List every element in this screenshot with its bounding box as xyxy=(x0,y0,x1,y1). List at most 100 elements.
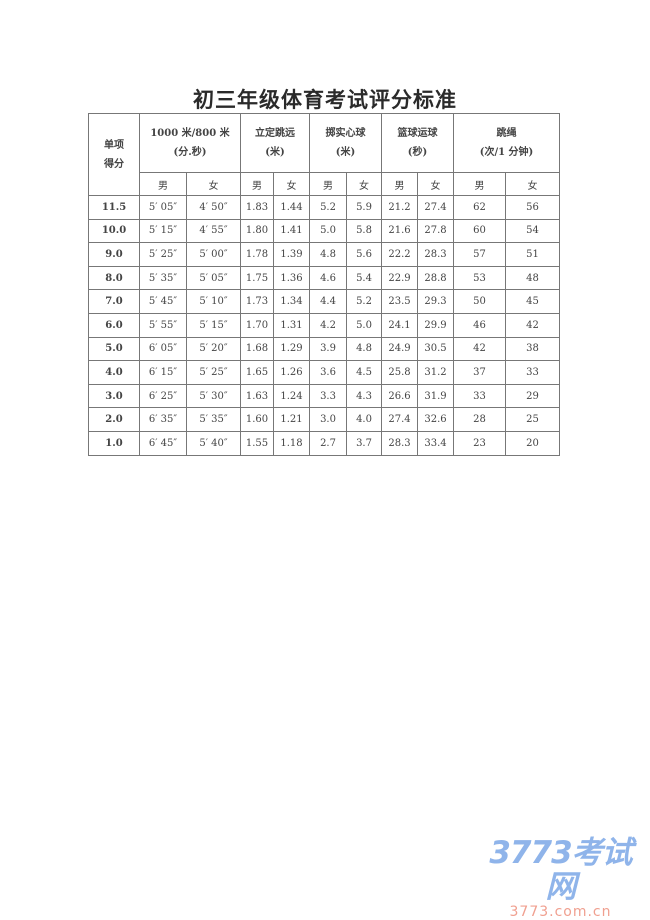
group-header-row: 单项 得分 1000 米/800 米 (分.秒) 立定跳远 (米) 掷实心球 (米) … xyxy=(88,113,561,196)
table-cell: 21.2 xyxy=(381,195,419,220)
table-cell: 5′ 55″ xyxy=(139,312,187,338)
watermark-logo-text: 3773考试网 xyxy=(489,835,632,905)
gender-female: 女 xyxy=(417,172,455,196)
group-name: 1000 米/800 米 xyxy=(150,128,230,139)
group-header: 1000 米/800 米 (分.秒) xyxy=(138,113,242,173)
table-cell: 5.8 xyxy=(346,218,383,244)
table-cell: 5′ 15″ xyxy=(185,312,242,338)
table-cell: 5′ 35″ xyxy=(139,265,187,291)
table-cell: 6′ 05″ xyxy=(139,336,187,362)
table-cell: 23.5 xyxy=(381,289,419,314)
group-name: 立定跳远 xyxy=(255,128,296,139)
table-cell: 21.6 xyxy=(381,218,419,244)
table-cell: 23 xyxy=(453,430,507,456)
table-row: 1.0 6′ 45″ 5′ 40″ 1.55 1.18 2.7 3.7 28.3 33.4 23 2… xyxy=(88,430,561,456)
table-cell: 5′ 00″ xyxy=(185,242,242,267)
table-cell: 4.6 xyxy=(309,265,348,291)
table-cell: 24.1 xyxy=(381,312,419,338)
gender-male: 男 xyxy=(381,172,419,196)
score-header: 单项 得分 xyxy=(88,113,140,196)
table-cell: 5′ 40″ xyxy=(185,430,242,456)
group-header: 立定跳远 (米) xyxy=(240,113,311,173)
gender-female: 女 xyxy=(185,172,242,196)
table-cell: 5′ 45″ xyxy=(139,289,187,314)
table-row: 11.5 5′ 05″ 4′ 50″ 1.83 1.44 5.2 5.9 21.2 27.4 62… xyxy=(88,195,561,220)
table-cell: 4.3 xyxy=(346,383,383,409)
table-cell: 2.7 xyxy=(309,430,348,456)
table-cell: 38 xyxy=(505,336,561,362)
table-cell: 5′ 20″ xyxy=(185,336,242,362)
score-header-line: 得分 xyxy=(104,158,124,170)
table-cell: 22.2 xyxy=(381,242,419,267)
group-unit: (米) xyxy=(335,147,356,158)
group-unit: (秒) xyxy=(407,147,428,158)
score-cell: 7.0 xyxy=(88,289,140,314)
score-header-line: 单项 xyxy=(104,139,124,151)
table-cell: 1.78 xyxy=(240,242,275,267)
table-row: 5.0 6′ 05″ 5′ 20″ 1.68 1.29 3.9 4.8 24.9 30.5 42 3… xyxy=(88,336,561,362)
table-cell: 5′ 30″ xyxy=(185,383,242,409)
score-cell: 4.0 xyxy=(88,360,140,385)
table-cell: 4′ 55″ xyxy=(185,218,242,244)
table-cell: 4.4 xyxy=(309,289,348,314)
table-cell: 5′ 15″ xyxy=(139,218,187,244)
gender-male: 男 xyxy=(453,172,507,196)
table-cell: 20 xyxy=(505,430,561,456)
group-header: 篮球运球 (秒) xyxy=(381,113,455,173)
table-cell: 1.65 xyxy=(240,360,275,385)
table-cell: 27.4 xyxy=(417,195,455,220)
table-cell: 1.44 xyxy=(273,195,311,220)
table-cell: 42 xyxy=(453,336,507,362)
table-cell: 4.8 xyxy=(346,336,383,362)
table-cell: 28 xyxy=(453,407,507,432)
table-cell: 33.4 xyxy=(417,430,455,456)
table-cell: 4.5 xyxy=(346,360,383,385)
gender-female: 女 xyxy=(273,172,311,196)
score-cell: 10.0 xyxy=(88,218,140,244)
table-cell: 1.21 xyxy=(273,407,311,432)
table-cell: 5.0 xyxy=(309,218,348,244)
table-cell: 56 xyxy=(505,195,561,220)
table-cell: 33 xyxy=(505,360,561,385)
table-cell: 1.73 xyxy=(240,289,275,314)
table-cell: 5′ 05″ xyxy=(185,265,242,291)
table-cell: 31.2 xyxy=(417,360,455,385)
table-cell: 1.31 xyxy=(273,312,311,338)
group-unit: (米) xyxy=(265,147,285,158)
table-cell: 45 xyxy=(505,289,561,314)
table-cell: 51 xyxy=(505,242,561,267)
score-cell: 9.0 xyxy=(88,242,140,267)
group-unit: (次/1 分钟) xyxy=(479,147,534,158)
table-cell: 1.36 xyxy=(273,265,311,291)
table-cell: 28.8 xyxy=(417,265,455,291)
gender-male: 男 xyxy=(139,172,187,196)
table-cell: 54 xyxy=(505,218,561,244)
table-cell: 28.3 xyxy=(417,242,455,267)
table-cell: 6′ 45″ xyxy=(139,430,187,456)
table-cell: 6′ 15″ xyxy=(139,360,187,385)
group-name: 跳绳 xyxy=(496,128,517,139)
table-cell: 1.41 xyxy=(273,218,311,244)
gender-male: 男 xyxy=(309,172,348,196)
table-row: 9.0 5′ 25″ 5′ 00″ 1.78 1.39 4.8 5.6 22.2 28.3 57 5… xyxy=(88,242,561,267)
table-cell: 5.9 xyxy=(346,195,383,220)
table-cell: 60 xyxy=(453,218,507,244)
group-name: 掷实心球 xyxy=(325,128,366,139)
table-cell: 62 xyxy=(453,195,507,220)
table-cell: 4.2 xyxy=(309,312,348,338)
table-cell: 42 xyxy=(505,312,561,338)
table-cell: 6′ 25″ xyxy=(139,383,187,409)
table-cell: 1.24 xyxy=(273,383,311,409)
table-cell: 4′ 50″ xyxy=(185,195,242,220)
group-header: 跳绳 (次/1 分钟) xyxy=(453,113,561,173)
group-header: 掷实心球 (米) xyxy=(309,113,383,173)
score-cell: 11.5 xyxy=(88,195,140,220)
table-cell: 27.8 xyxy=(417,218,455,244)
table-cell: 5.2 xyxy=(309,195,348,220)
gender-female: 女 xyxy=(505,172,561,196)
table-cell: 31.9 xyxy=(417,383,455,409)
table-cell: 32.6 xyxy=(417,407,455,432)
table-cell: 1.75 xyxy=(240,265,275,291)
table-cell: 5.2 xyxy=(346,289,383,314)
table-cell: 1.55 xyxy=(240,430,275,456)
